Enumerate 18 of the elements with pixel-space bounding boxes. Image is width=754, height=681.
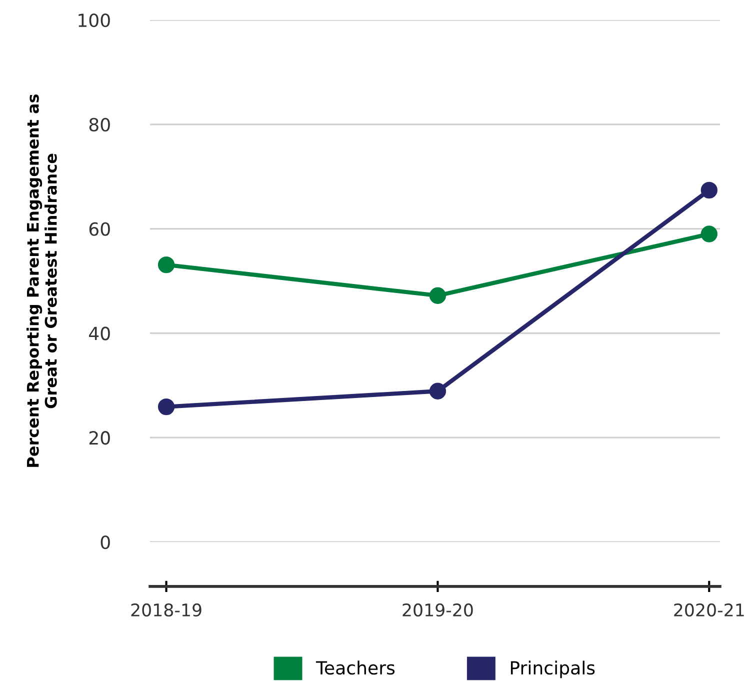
- x-tick-label: 2018-19: [131, 603, 202, 617]
- y-tick-label: 60: [89, 222, 110, 236]
- y-axis-title: Percent Reporting Parent Engagement as Great or Greatest Hindrance: [26, 94, 57, 467]
- point: [429, 287, 446, 304]
- y-tick-label: 100: [78, 13, 110, 28]
- x-tick-label: 2019-20: [402, 603, 473, 617]
- point: [429, 382, 446, 400]
- legend-label: Teachers: [316, 660, 395, 675]
- point: [700, 182, 718, 199]
- y-tick-label: 20: [89, 431, 110, 445]
- legend-label: Principals: [510, 660, 595, 678]
- y-tick-label: 0: [100, 535, 110, 550]
- point: [158, 398, 175, 416]
- y-tick-label: 80: [89, 118, 110, 132]
- point: [700, 226, 718, 242]
- x-tick-label: 2020-21: [674, 603, 744, 617]
- point: [158, 256, 175, 274]
- y-tick-label: 40: [89, 326, 110, 340]
